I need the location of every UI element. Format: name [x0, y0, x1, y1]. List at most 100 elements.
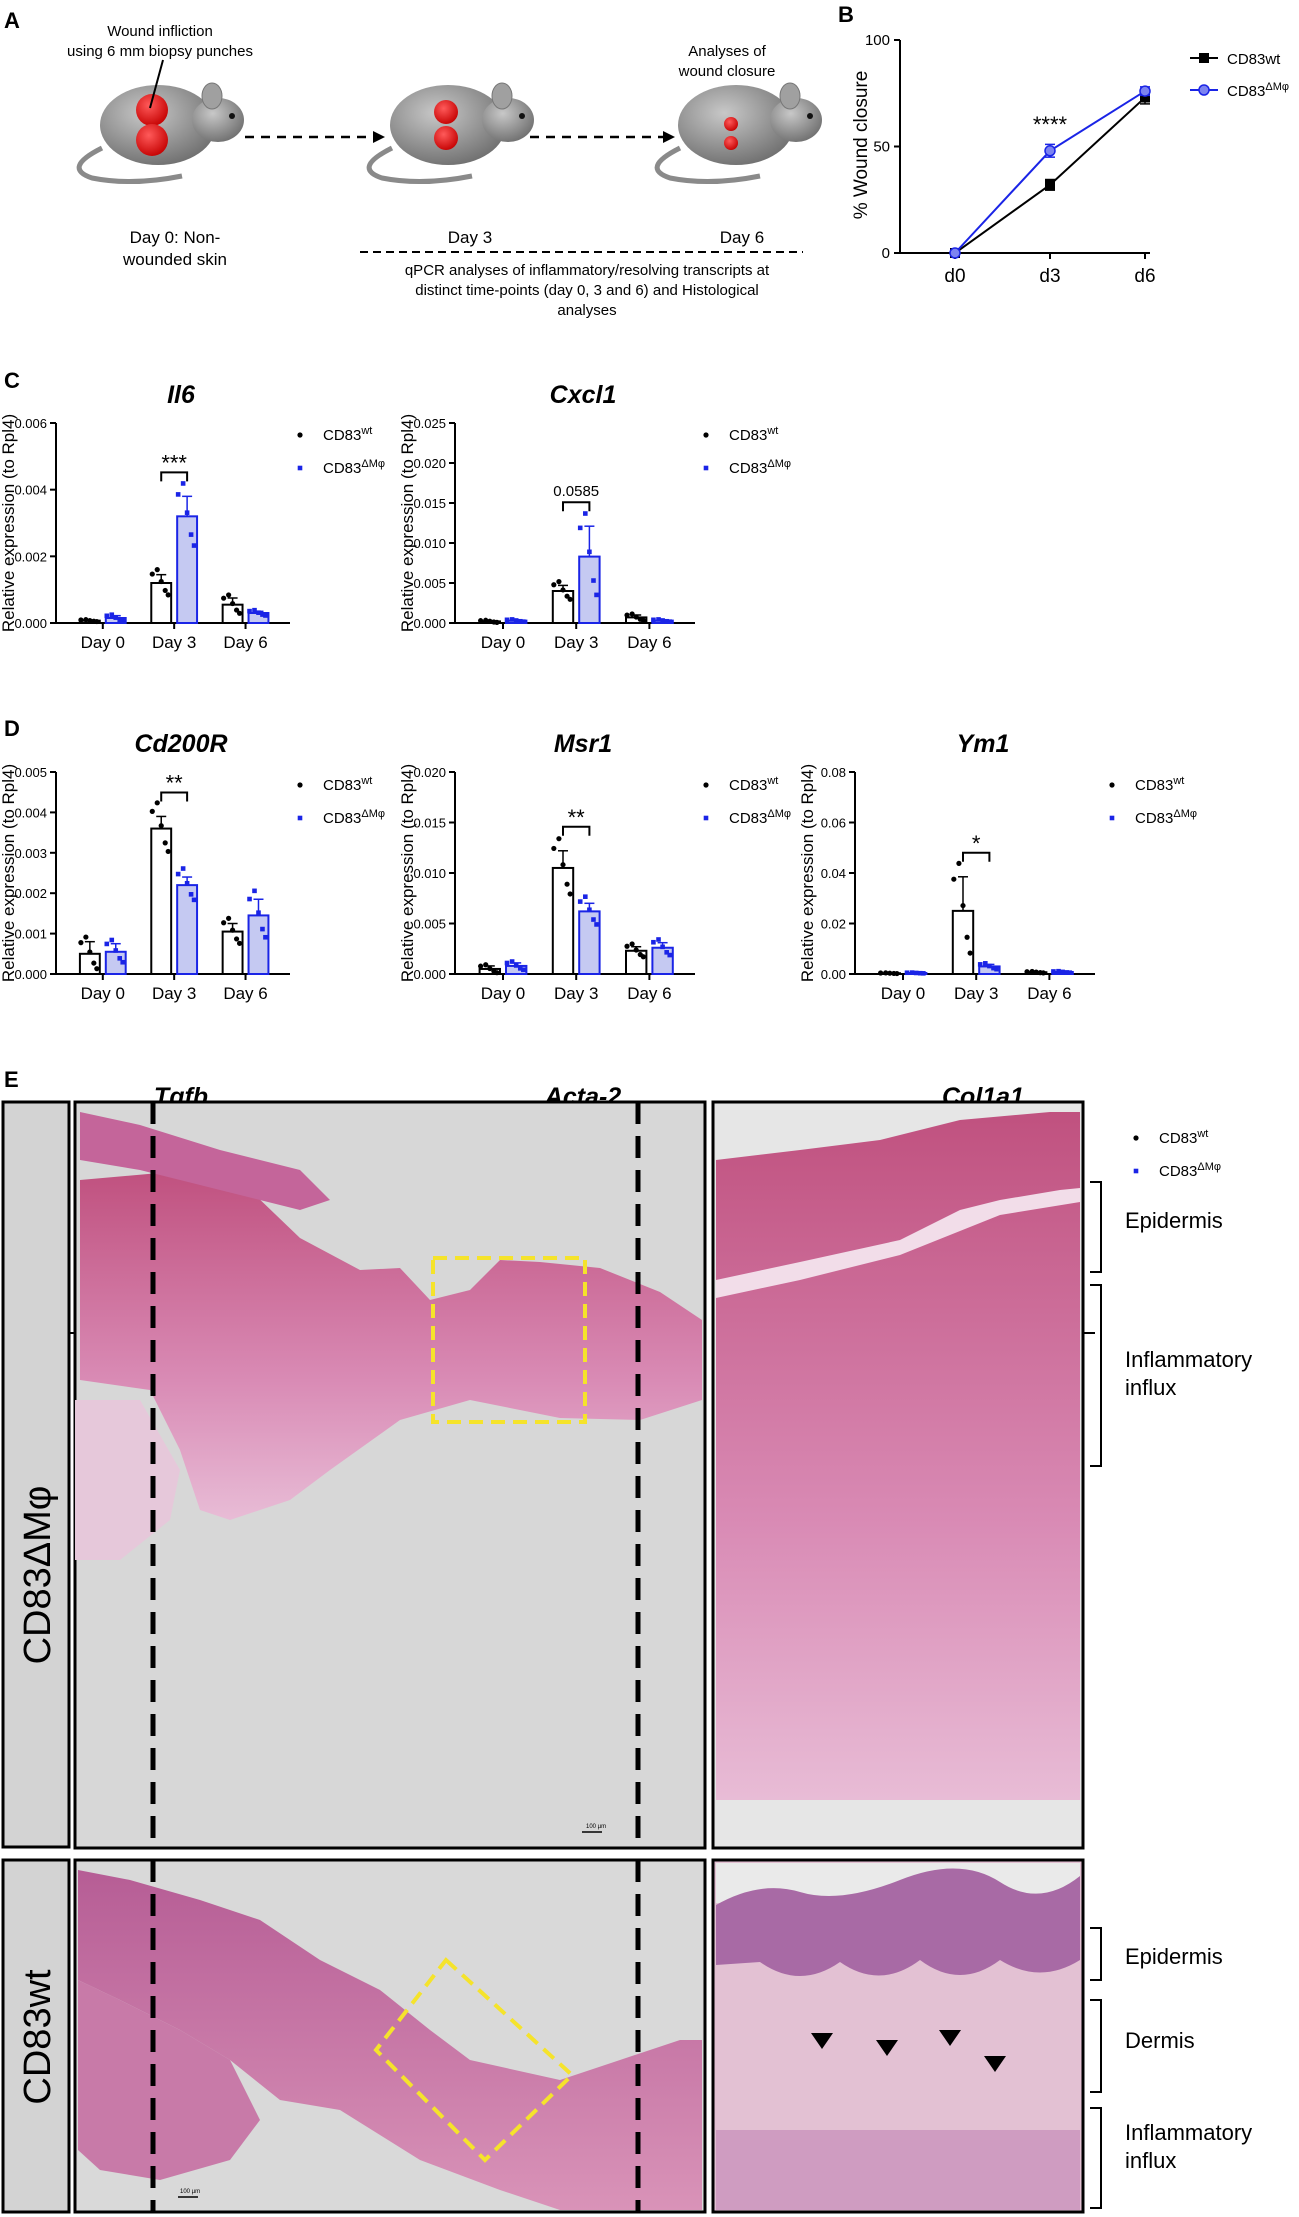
data-point-dm	[921, 971, 926, 976]
legend-dm-label: CD83ΔMφ	[1159, 1161, 1221, 1180]
data-point-dm	[188, 892, 194, 897]
data-point-dm	[117, 956, 123, 961]
dm-overview-image	[73, 1100, 707, 1850]
arrowhead-icon	[876, 2040, 898, 2056]
day3-label: Day 3	[448, 228, 492, 247]
data-point-dm	[1067, 970, 1073, 975]
data-point-wt	[1033, 969, 1039, 975]
data-point-wt	[226, 592, 232, 598]
brace-dermis	[1090, 1999, 1102, 2093]
sig-label: ***	[161, 450, 187, 475]
chart-ylabel: Relative expression (to Rpl4)	[798, 764, 817, 982]
data-point-wt	[487, 618, 493, 624]
legend-wt-square-icon	[1199, 53, 1209, 63]
xtick-label: Day 3	[554, 633, 598, 652]
data-point-wt	[887, 970, 893, 976]
data-point-dm	[504, 617, 510, 623]
legend-dm-label: CD83ΔMφ	[1227, 81, 1289, 100]
brace-influx	[1090, 2107, 1102, 2209]
data-point-wt	[551, 845, 557, 852]
data-point-wt	[883, 970, 889, 976]
data-point-wt	[629, 941, 635, 947]
data-point-wt	[567, 891, 573, 897]
mouse-eye	[807, 113, 813, 119]
b-xtick-label: d6	[1134, 266, 1155, 287]
xtick-label: Day 6	[627, 984, 671, 1003]
data-point-wt	[94, 618, 100, 625]
mouse-head	[192, 98, 244, 142]
data-point-dm	[651, 939, 656, 945]
xtick-label: Day 3	[954, 984, 998, 1003]
data-point-dm	[994, 966, 999, 972]
wt-zoom-box	[373, 1957, 575, 2163]
qpcr-line-2: distinct time-points (day 0, 3 and 6) an…	[415, 282, 759, 299]
b-point-dm	[1139, 85, 1151, 97]
wt-annot-influx-1: Inflammatory	[1125, 2120, 1252, 2145]
mouse-ear	[779, 82, 801, 110]
data-point-wt	[478, 963, 484, 969]
infliction-line-1: Wound infliction	[107, 23, 213, 40]
data-point-wt	[640, 617, 646, 624]
data-point-dm	[509, 959, 515, 964]
data-point-dm	[188, 532, 194, 537]
ytick-label: 0.025	[413, 416, 446, 431]
data-point-wt	[478, 618, 484, 624]
sig-bracket	[562, 501, 591, 512]
sig-bracket	[160, 471, 189, 482]
chart-ylabel: Relative expression (to Rpl4)	[0, 764, 18, 982]
legend-wt-label: CD83wt	[729, 425, 778, 444]
data-point-wt	[894, 970, 900, 977]
data-point-wt	[556, 579, 562, 585]
legend-dm-square-icon	[297, 815, 303, 821]
bar-dm	[176, 515, 199, 624]
data-point-dm	[667, 619, 673, 624]
data-point-wt	[567, 596, 573, 602]
data-point-dm	[517, 618, 523, 624]
data-point-dm	[587, 549, 592, 555]
data-point-wt	[229, 600, 236, 607]
data-point-dm	[120, 959, 126, 965]
mouse-body	[100, 85, 216, 165]
data-point-wt	[483, 617, 489, 623]
panel-d-letter: D	[4, 716, 20, 741]
arrow-head-icon	[663, 131, 675, 143]
b-xtick-label: d0	[944, 266, 965, 287]
day6-label: Day 6	[720, 228, 764, 247]
bar-wt	[150, 582, 173, 624]
data-point-wt	[83, 617, 89, 623]
wt-annot-influx-2: influx	[1125, 2148, 1176, 2173]
data-point-dm	[504, 960, 510, 966]
data-point-dm	[175, 871, 181, 877]
data-point-wt	[149, 571, 155, 577]
data-point-dm	[113, 615, 119, 620]
wt-zoom-epidermis	[716, 1868, 1080, 1976]
mouse-tail	[654, 145, 761, 185]
data-point-wt	[236, 940, 243, 946]
legend-wt-label: CD83wt	[729, 775, 778, 794]
data-point-dm	[120, 618, 126, 624]
bar-chart-il6: Il6 Relative expression (to Rpl4)0.000 0.0…	[0, 381, 385, 652]
data-point-dm	[656, 937, 661, 942]
data-point-dm	[667, 952, 673, 958]
ytick-label: 0.020	[413, 765, 446, 780]
arrowhead-icon	[984, 2056, 1006, 2072]
data-point-wt	[564, 881, 570, 887]
data-point-wt	[78, 617, 84, 623]
chart-title: Msr1	[554, 730, 612, 758]
data-point-dm	[247, 608, 252, 614]
bar-dm	[578, 555, 601, 624]
panel-e-letter: E	[4, 1067, 19, 1092]
data-point-wt	[91, 960, 97, 966]
data-point-dm	[987, 963, 992, 969]
chart-title: Cxcl1	[550, 381, 617, 409]
data-point-wt	[956, 860, 962, 866]
data-point-wt	[94, 966, 100, 972]
dm-zoom-box	[431, 1256, 587, 1424]
ytick-label: 0.006	[14, 416, 47, 431]
data-point-dm	[260, 612, 265, 617]
wound-icon	[724, 136, 738, 150]
closure-line-2: wound closure	[678, 63, 776, 80]
chart-ylabel: Relative expression (to Rpl4)	[398, 414, 417, 632]
data-point-dm	[909, 970, 915, 975]
dm-scale-label: 100 µm	[586, 1824, 606, 1830]
